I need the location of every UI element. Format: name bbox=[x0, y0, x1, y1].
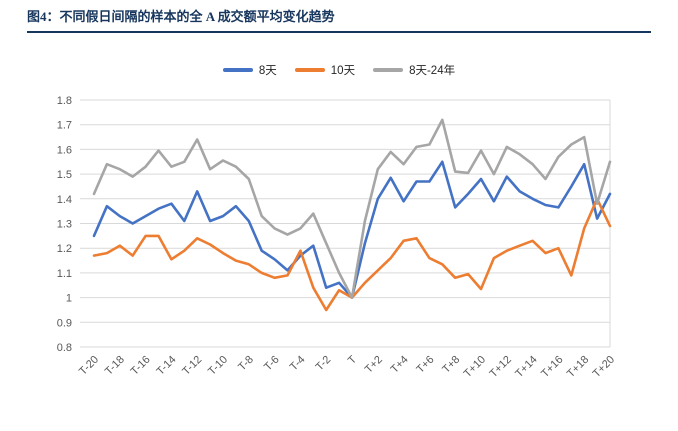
chart-legend: 8天 10天 8天-24年 bbox=[0, 62, 678, 78]
x-tick-label: T+10 bbox=[462, 354, 488, 380]
x-tick-label: T-4 bbox=[288, 354, 308, 374]
series-line-0 bbox=[92, 160, 612, 299]
y-tick-label: 1.6 bbox=[57, 144, 72, 156]
legend-item-8d: 8天 bbox=[222, 62, 277, 78]
x-tick-label: T-10 bbox=[206, 354, 230, 378]
x-tick-label: T+16 bbox=[539, 354, 565, 380]
legend-label-10d: 10天 bbox=[330, 65, 356, 77]
y-tick-label: 1 bbox=[66, 293, 72, 305]
x-tick-label: T bbox=[346, 353, 359, 366]
legend-swatch-8d-24y-icon bbox=[373, 68, 404, 72]
legend-label-8d: 8天 bbox=[258, 65, 277, 77]
x-tick-label: T-16 bbox=[129, 354, 153, 378]
legend-label-8d-24y: 8天-24年 bbox=[409, 65, 456, 77]
x-tick-label: T+8 bbox=[440, 354, 462, 376]
y-tick-label: 1.2 bbox=[57, 243, 72, 255]
legend-swatch-10d-icon bbox=[294, 68, 325, 72]
y-tick-label: 1.5 bbox=[57, 169, 72, 181]
y-tick-label: 1.8 bbox=[57, 95, 72, 107]
legend-item-10d: 10天 bbox=[294, 62, 356, 78]
page-title: 图4：不同假日间隔的样本的全 A 成交额平均变化趋势 bbox=[27, 9, 335, 24]
title-underline bbox=[27, 31, 651, 33]
y-tick-label: 0.9 bbox=[57, 317, 72, 329]
y-tick-label: 1.7 bbox=[57, 120, 72, 132]
x-tick-label: T-6 bbox=[262, 354, 282, 374]
x-tick-label: T+14 bbox=[513, 354, 539, 380]
x-tick-label: T-20 bbox=[77, 354, 101, 378]
y-tick-label: 1.3 bbox=[57, 219, 72, 231]
x-tick-label: T-8 bbox=[236, 354, 256, 374]
x-tick-label: T+2 bbox=[363, 354, 385, 376]
series-line-2 bbox=[92, 118, 612, 299]
x-tick-label: T+20 bbox=[591, 354, 617, 380]
y-tick-label: 1.1 bbox=[57, 268, 72, 280]
x-tick-label: T-2 bbox=[314, 354, 334, 374]
x-tick-label: T-12 bbox=[180, 354, 204, 378]
x-tick-label: T+6 bbox=[414, 354, 436, 376]
legend-item-8d-24y: 8天-24年 bbox=[373, 62, 455, 78]
x-tick-label: T-14 bbox=[154, 354, 178, 378]
x-tick-label: T+4 bbox=[389, 354, 411, 376]
x-tick-label: T+12 bbox=[487, 354, 513, 380]
x-tick-label: T-18 bbox=[103, 354, 127, 378]
y-tick-label: 0.8 bbox=[57, 342, 72, 354]
legend-swatch-8d-icon bbox=[222, 68, 253, 72]
y-tick-label: 1.4 bbox=[57, 194, 72, 206]
x-tick-label: T+18 bbox=[565, 354, 591, 380]
